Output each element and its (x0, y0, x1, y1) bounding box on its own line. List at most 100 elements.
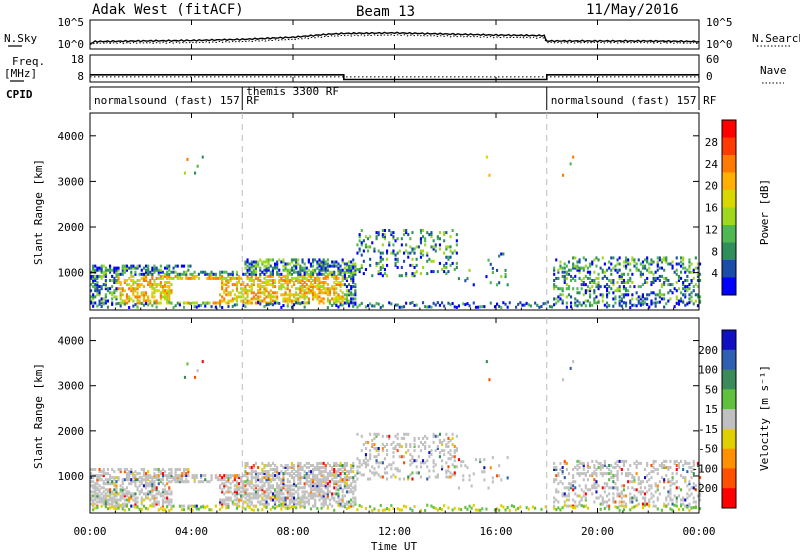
data-cell (667, 494, 670, 498)
data-cell (286, 287, 289, 291)
data-cell (221, 490, 224, 494)
data-cell (113, 268, 116, 272)
data-cell (286, 279, 289, 282)
data-cell (125, 264, 129, 268)
data-cell (238, 476, 241, 480)
data-cell (187, 276, 190, 280)
data-cell (350, 279, 353, 282)
data-cell (221, 270, 224, 274)
data-cell (474, 508, 478, 512)
data-cell (352, 301, 355, 305)
data-cell (174, 478, 177, 482)
data-cell (576, 494, 579, 498)
data-cell (166, 474, 169, 478)
data-cell (413, 449, 416, 453)
data-cell (250, 508, 253, 512)
data-cell (293, 268, 296, 272)
data-cell (259, 295, 262, 299)
data-cell (688, 488, 691, 492)
data-cell (257, 472, 260, 476)
data-cell (675, 504, 678, 508)
data-cell (345, 507, 349, 510)
data-cell (333, 281, 336, 284)
data-cell (278, 279, 281, 282)
data-cell (233, 478, 236, 482)
data-cell (660, 464, 664, 467)
data-cell (265, 488, 268, 492)
data-cell (333, 276, 336, 280)
data-cell (680, 502, 683, 506)
data-cell (394, 303, 397, 307)
data-cell (284, 506, 287, 510)
data-cell (231, 299, 234, 303)
date-title: 11/May/2016 (586, 2, 679, 18)
data-cell (161, 285, 165, 289)
data-cell (629, 301, 632, 305)
data-cell (312, 474, 315, 478)
data-cell (90, 472, 93, 476)
data-cell (142, 274, 146, 278)
data-cell (293, 283, 296, 287)
data-cell (629, 276, 632, 280)
data-cell (343, 461, 346, 465)
data-cell (235, 482, 239, 486)
data-cell (470, 484, 473, 488)
data-cell (606, 289, 609, 293)
data-cell (625, 266, 628, 270)
data-cell (225, 281, 228, 284)
data-cell (339, 498, 342, 502)
data-cell (419, 229, 423, 232)
data-cell (464, 505, 467, 509)
data-cell (136, 301, 139, 305)
data-cell (415, 270, 418, 274)
data-cell (125, 494, 129, 498)
data-cell (170, 492, 173, 496)
data-cell (125, 476, 129, 480)
data-cell (326, 258, 329, 262)
data-cell (407, 477, 410, 481)
data-cell (231, 272, 234, 276)
data-cell (318, 258, 321, 262)
data-cell (322, 281, 325, 284)
data-cell (341, 283, 344, 287)
data-cell (411, 247, 414, 251)
data-cell (631, 476, 634, 480)
data-cell (104, 287, 107, 291)
data-cell (159, 293, 162, 297)
data-cell (96, 474, 99, 478)
data-cell (445, 461, 448, 465)
data-cell (326, 274, 329, 278)
data-cell (123, 268, 126, 272)
data-cell (168, 274, 171, 278)
data-cell (244, 496, 247, 500)
data-cell (178, 303, 181, 307)
data-cell (565, 295, 568, 299)
data-cell (696, 279, 700, 282)
data-cell (225, 498, 228, 502)
data-cell (379, 266, 382, 269)
data-cell (335, 264, 338, 268)
data-cell (589, 293, 592, 297)
data-cell (667, 490, 670, 494)
data-cell (274, 295, 277, 299)
data-cell (221, 478, 224, 482)
data-cell (616, 476, 619, 480)
data-cell (153, 486, 156, 490)
data-cell (593, 472, 596, 476)
data-cell (360, 263, 363, 267)
data-cell (250, 502, 253, 506)
data-cell (354, 272, 357, 276)
data-cell (111, 505, 114, 509)
data-cell (269, 293, 272, 297)
data-cell (170, 490, 173, 494)
data-cell (261, 496, 264, 500)
data-cell (161, 490, 165, 494)
data-cell (339, 464, 342, 467)
data-cell (688, 466, 691, 469)
data-cell (307, 502, 310, 506)
data-cell (280, 496, 283, 500)
data-cell (419, 255, 423, 259)
data-cell (331, 492, 334, 496)
data-cell (189, 302, 192, 306)
data-cell (629, 472, 632, 476)
